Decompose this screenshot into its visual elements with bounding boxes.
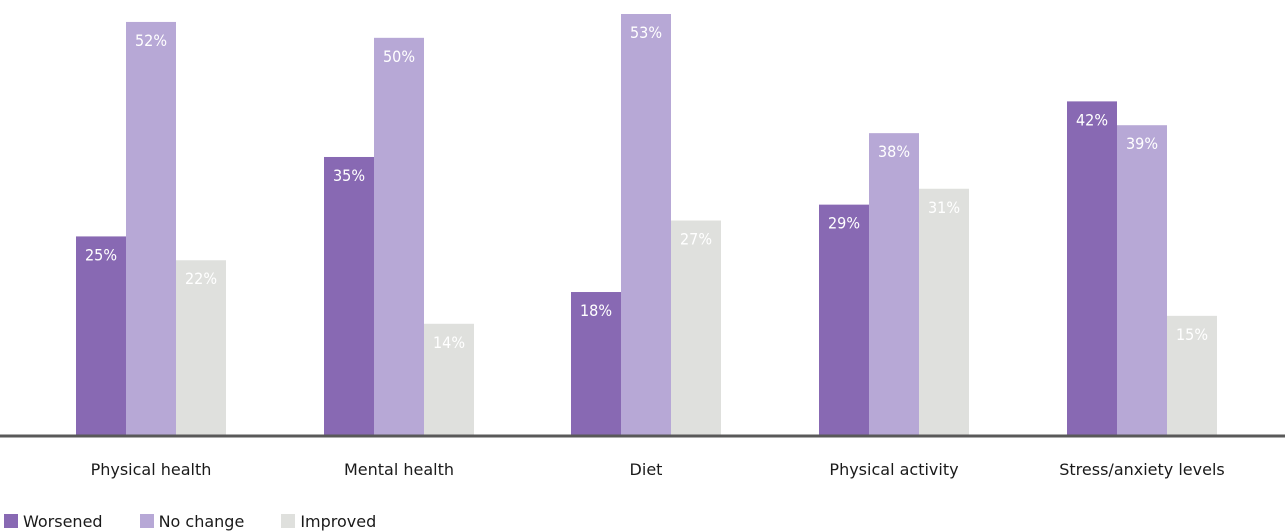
bar-no-change-mental-health <box>374 37 424 435</box>
bars-group <box>76 14 1217 436</box>
data-label-no-change-stress-anxiety-levels: 39% <box>1126 134 1158 153</box>
category-label-stress-anxiety-levels: Stress/anxiety levels <box>1059 460 1224 479</box>
bar-worsened-physical-activity <box>819 204 869 435</box>
data-label-improved-mental-health: 14% <box>433 333 465 352</box>
data-label-improved-physical-activity: 31% <box>928 198 960 217</box>
bar-improved-stress-anxiety-levels <box>1167 315 1217 435</box>
bar-improved-diet <box>671 220 721 435</box>
bar-worsened-mental-health <box>324 156 374 435</box>
bar-worsened-physical-health <box>76 236 126 435</box>
bar-improved-physical-health <box>176 260 226 435</box>
category-labels-group: Physical health Mental health Diet Physical… <box>91 460 1225 479</box>
category-label-physical-health: Physical health <box>91 460 212 479</box>
legend-swatch-worsened <box>4 514 18 528</box>
data-label-improved-stress-anxiety-levels: 15% <box>1176 325 1208 344</box>
bar-no-change-physical-activity <box>869 133 919 435</box>
data-label-worsened-physical-health: 25% <box>85 245 117 264</box>
category-label-diet: Diet <box>630 460 663 479</box>
data-label-improved-diet: 27% <box>680 230 712 249</box>
legend-swatch-improved <box>281 514 296 528</box>
data-label-no-change-physical-health: 52% <box>135 31 167 50</box>
data-label-worsened-stress-anxiety-levels: 42% <box>1076 110 1108 129</box>
data-label-worsened-mental-health: 35% <box>333 166 365 185</box>
data-label-no-change-physical-activity: 38% <box>878 142 910 161</box>
legend-label-no-change: No change <box>158 511 245 531</box>
legend: Worsened No change Improved <box>4 511 413 531</box>
data-label-no-change-mental-health: 50% <box>383 47 415 66</box>
bar-no-change-stress-anxiety-levels <box>1117 125 1167 435</box>
legend-swatch-no-change <box>139 514 154 528</box>
bar-worsened-diet <box>571 292 621 435</box>
category-label-physical-activity: Physical activity <box>829 460 958 479</box>
bar-no-change-physical-health <box>126 21 176 436</box>
category-label-mental-health: Mental health <box>344 460 454 479</box>
legend-label-worsened: Worsened <box>23 511 103 531</box>
data-label-no-change-diet: 53% <box>630 23 662 42</box>
legend-item-improved: Improved <box>281 512 376 531</box>
bar-chart: 25% 52% 22% 35% 50% 14% 18% 53% 27% 29% 38% 31% 42% 3… <box>0 14 1285 479</box>
bar-no-change-diet <box>621 14 671 435</box>
bar-improved-mental-health <box>424 323 474 435</box>
data-label-worsened-diet: 18% <box>580 301 612 320</box>
data-label-worsened-physical-activity: 29% <box>828 214 860 233</box>
legend-item-no-change: No change <box>139 511 245 531</box>
legend-label-improved: Improved <box>300 511 377 531</box>
bar-worsened-stress-anxiety-levels <box>1067 101 1117 436</box>
legend-item-worsened: Worsened <box>4 512 103 531</box>
bar-improved-physical-activity <box>919 188 969 435</box>
bar-labels-group: 25% 52% 22% 35% 50% 14% 18% 53% 27% 29% 38% 31% 42% 3… <box>85 23 1208 352</box>
data-label-improved-physical-health: 22% <box>185 269 217 288</box>
